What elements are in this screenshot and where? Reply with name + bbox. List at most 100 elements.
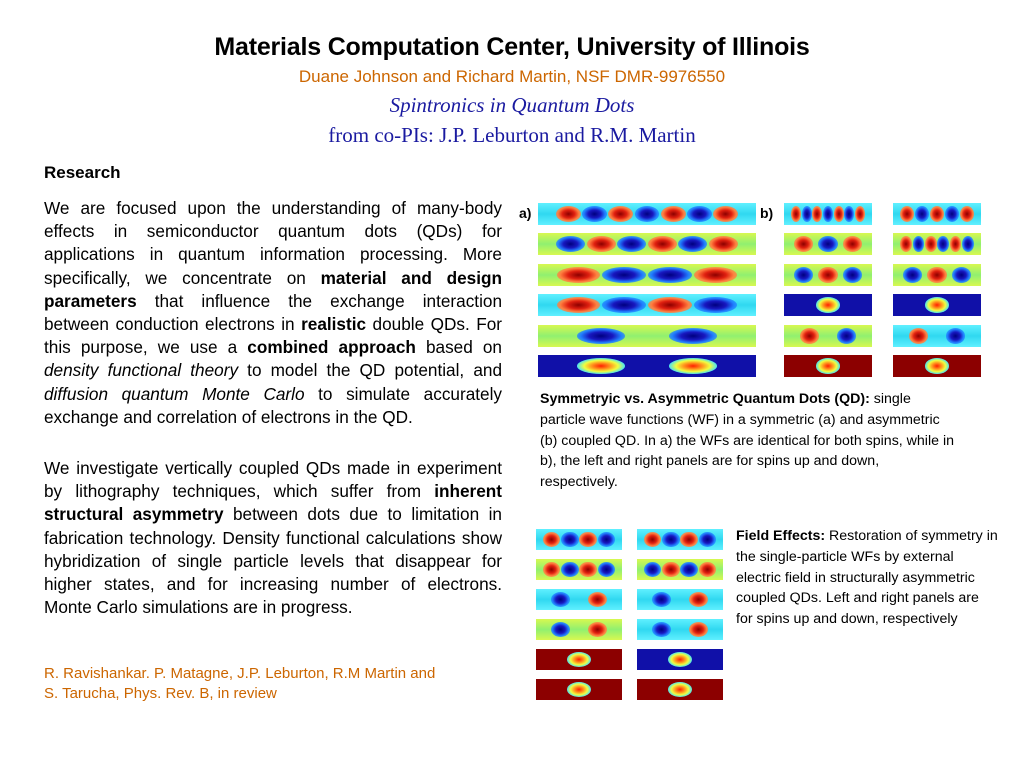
reference-line-2: S. Tarucha, Phys. Rev. B, in review — [44, 685, 277, 702]
wavefunction-lobe — [566, 681, 592, 698]
wavefunction-lobe — [900, 236, 913, 253]
figure1-caption: Symmetryic vs. Asymmetric Quantum Dots (… — [540, 389, 960, 493]
wavefunction-lobe — [556, 236, 586, 253]
wavefunction-lobe — [668, 358, 717, 374]
figure2-caption: Field Effects: Restoration of symmetry i… — [736, 526, 998, 630]
co-pi-line: from co-PIs: J.P. Leburton and R.M. Mart… — [328, 123, 696, 147]
wavefunction-field-left-1 — [536, 529, 622, 550]
wavefunction-lobe — [602, 297, 646, 314]
wavefunction-b-right-6 — [893, 355, 981, 377]
wavefunction-lobe — [579, 531, 597, 548]
wavefunction-lobe — [667, 651, 693, 668]
wavefunction-lobe — [713, 206, 738, 222]
wavefunction-field-right-6 — [637, 679, 723, 700]
wavefunction-lobe — [652, 621, 672, 638]
wavefunction-field-right-2 — [637, 559, 723, 580]
wavefunction-lobe — [822, 206, 833, 222]
wavefunction-lobe — [902, 266, 923, 283]
wavefunction-field-right-1 — [637, 529, 723, 550]
wavefunction-lobe — [587, 591, 607, 608]
wavefunction-lobe — [698, 561, 716, 578]
wavefunction-lobe — [648, 266, 692, 283]
text-run: material and design parameters — [44, 267, 503, 311]
text-run: that influence the exchange interaction … — [44, 290, 502, 335]
wavefunction-a-3 — [538, 263, 756, 286]
panel-label-b: b) — [760, 205, 774, 221]
research-paragraph-2: We investigate vertically coupled QDs ma… — [44, 457, 502, 619]
panel-label-a: a) — [519, 205, 532, 221]
wavefunction-lobe — [801, 206, 812, 222]
wavefunction-lobe — [668, 327, 717, 344]
wavefunction-lobe — [900, 206, 915, 222]
wavefunction-lobe — [686, 206, 712, 222]
wavefunction-lobe — [680, 561, 698, 578]
wavefunction-lobe — [602, 266, 646, 283]
wavefunction-lobe — [617, 236, 647, 253]
research-heading: Research — [44, 163, 121, 182]
wavefunction-lobe — [924, 358, 950, 374]
wavefunction-lobe — [597, 531, 615, 548]
wavefunction-lobe — [644, 531, 662, 548]
wavefunction-lobe — [842, 236, 863, 253]
wavefunction-lobe — [652, 591, 672, 608]
wavefunction-lobe — [688, 591, 708, 608]
wavefunction-field-right-3 — [637, 589, 723, 610]
wavefunction-lobe — [543, 561, 561, 578]
text-run: to model the QD potential, and — [238, 360, 503, 381]
wavefunction-lobe — [842, 266, 863, 283]
page-subtitle: Spintronics in Quantum Dots — [389, 93, 635, 117]
wavefunction-lobe — [561, 531, 579, 548]
wavefunction-a-2 — [538, 233, 756, 256]
wavefunction-lobe — [662, 531, 680, 548]
wavefunction-lobe — [556, 266, 601, 283]
wavefunction-lobe — [634, 206, 660, 222]
text-run: We are focused upon the understanding of… — [44, 198, 502, 288]
wavefunction-lobe — [799, 327, 820, 344]
authors-line: Duane Johnson and Richard Martin, NSF DM… — [298, 67, 726, 86]
wavefunction-field-left-4 — [536, 619, 622, 640]
wavefunction-lobe — [924, 297, 950, 314]
wavefunction-lobe — [543, 531, 561, 548]
wavefunction-lobe — [959, 206, 974, 222]
wavefunction-lobe — [577, 327, 626, 344]
wavefunction-lobe — [793, 266, 814, 283]
wavefunction-lobe — [791, 206, 802, 222]
reference-line-1: R. Ravishankar. P. Matagne, J.P. Leburto… — [44, 665, 436, 682]
wavefunction-field-right-4 — [637, 619, 723, 640]
wavefunction-b-right-2 — [893, 233, 981, 256]
wavefunction-lobe — [566, 651, 592, 668]
wavefunction-b-right-4 — [893, 294, 981, 317]
wavefunction-lobe — [836, 327, 857, 344]
wavefunction-lobe — [793, 236, 814, 253]
wavefunction-lobe — [587, 621, 607, 638]
wavefunction-lobe — [812, 206, 823, 222]
wavefunction-lobe — [586, 236, 616, 253]
wavefunction-field-left-2 — [536, 559, 622, 580]
wavefunction-lobe — [551, 621, 571, 638]
text-run: realistic — [301, 314, 367, 335]
wavefunction-lobe — [582, 206, 608, 222]
wavefunction-lobe — [815, 358, 841, 374]
text-run: density functional theory — [44, 360, 239, 381]
wavefunction-b-left-4 — [784, 294, 872, 317]
wavefunction-field-left-6 — [536, 679, 622, 700]
text-run: combined approach — [247, 337, 416, 358]
wavefunction-lobe — [708, 236, 738, 253]
wavefunction-lobe — [815, 297, 841, 314]
figure2-caption-text: Restoration of symmetry in the single-pa… — [736, 528, 998, 628]
wavefunction-lobe — [579, 561, 597, 578]
page-title: Materials Computation Center, University… — [214, 33, 810, 61]
wavefunction-a-4 — [538, 294, 756, 317]
wavefunction-field-left-3 — [536, 589, 622, 610]
wavefunction-lobe — [833, 206, 844, 222]
figure1-caption-title: Symmetryic vs. Asymmetric Quantum Dots (… — [540, 391, 870, 407]
wavefunction-lobe — [644, 561, 662, 578]
wavefunction-lobe — [924, 236, 937, 253]
wavefunction-lobe — [927, 266, 947, 283]
wavefunction-lobe — [908, 327, 929, 344]
wavefunction-lobe — [597, 561, 615, 578]
wavefunction-field-left-5 — [536, 649, 622, 670]
wavefunction-lobe — [912, 236, 925, 253]
wavefunction-b-right-5 — [893, 324, 981, 347]
wavefunction-lobe — [844, 206, 855, 222]
